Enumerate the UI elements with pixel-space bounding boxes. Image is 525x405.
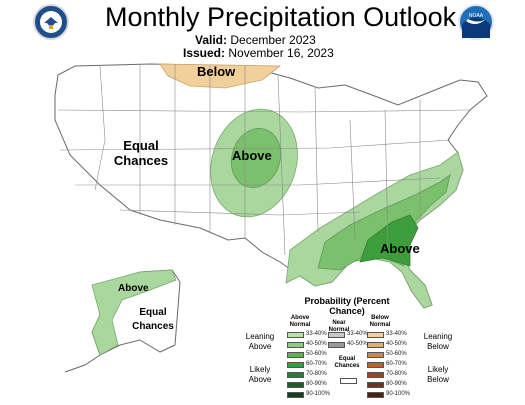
legend-leaning-above: Leaning Above xyxy=(240,332,280,352)
legend-swatch-above xyxy=(287,332,304,338)
legend-likely-below: Likely Below xyxy=(418,365,458,385)
legend-label-above: 80-90% xyxy=(306,381,327,387)
legend-swatch-above xyxy=(287,362,304,368)
legend-swatch-below xyxy=(367,362,384,368)
legend-swatch-below xyxy=(367,372,384,378)
legend-label-above: 33-40% xyxy=(306,331,327,337)
legend-swatch-equal xyxy=(340,378,357,384)
legend-swatch-above xyxy=(287,392,304,398)
legend-label-below: 60-70% xyxy=(386,361,407,367)
label-above-southeast: Above xyxy=(380,241,420,256)
legend-swatch-above xyxy=(287,342,304,348)
legend-likely-above: Likely Above xyxy=(240,365,280,385)
legend-label-near: 40-50% xyxy=(347,341,368,347)
legend-swatch-below xyxy=(367,352,384,358)
legend-swatch-above xyxy=(287,382,304,388)
legend-swatch-near xyxy=(328,332,345,338)
legend-label-below: 33-40% xyxy=(386,331,407,337)
legend-label-above: 60-70% xyxy=(306,361,327,367)
label-equal-alaska: Equal Chances xyxy=(128,306,178,334)
legend-label-above: 70-80% xyxy=(306,371,327,377)
legend-label-below: 80-90% xyxy=(386,381,407,387)
label-above-alaska: Above xyxy=(118,281,149,296)
legend-swatch-above xyxy=(287,372,304,378)
legend-label-below: 50-60% xyxy=(386,351,407,357)
legend-label-above: 50-60% xyxy=(306,351,327,357)
label-above-plains: Above xyxy=(232,148,272,163)
legend-label-below: 40-50% xyxy=(386,341,407,347)
legend-swatch-above xyxy=(287,352,304,358)
legend-swatch-near xyxy=(328,342,345,348)
legend-label-above: 90-100% xyxy=(306,391,330,397)
alaska-aleutians xyxy=(65,355,100,372)
label-below-north: Below xyxy=(197,64,235,79)
legend-label-below: 70-80% xyxy=(386,371,407,377)
legend-col-above: Above Normal xyxy=(287,315,313,329)
legend-label-near: 33-40% xyxy=(347,331,368,337)
legend-col-below: Below Normal xyxy=(367,315,393,329)
legend-label-above: 40-50% xyxy=(306,341,327,347)
legend-equal-chances: Equal Chances xyxy=(332,356,362,370)
legend-title: Probability (Percent Chance) xyxy=(292,296,402,316)
label-equal-west: Equal Chances xyxy=(112,138,170,168)
legend-swatch-below xyxy=(367,342,384,348)
legend-leaning-below: Leaning Below xyxy=(418,332,458,352)
legend-swatch-below xyxy=(367,392,384,398)
legend-label-below: 90-100% xyxy=(386,391,410,397)
legend-swatch-below xyxy=(367,332,384,338)
legend-swatch-below xyxy=(367,382,384,388)
